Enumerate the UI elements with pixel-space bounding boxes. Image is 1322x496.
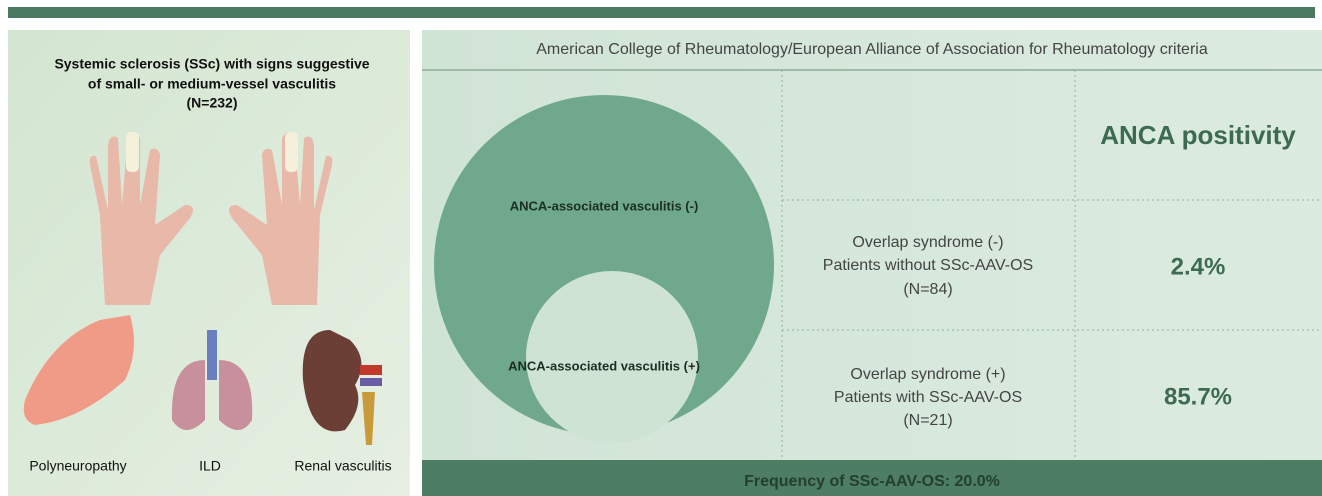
header-title: American College of Rheumatology/Europea… — [536, 41, 1208, 58]
row-label: Patients with SSc-AAV-OS — [834, 389, 1022, 406]
icon-label: Polyneuropathy — [29, 458, 126, 474]
venn-label: ANCA-associated vasculitis (-) — [510, 198, 699, 213]
row-label: Overlap syndrome (-) — [852, 234, 1003, 251]
left-title: Systemic sclerosis (SSc) with signs sugg… — [54, 56, 369, 72]
column-header: ANCA positivity — [1100, 120, 1296, 150]
row-label: Overlap syndrome (+) — [850, 366, 1005, 383]
row-label: Patients without SSc-AAV-OS — [823, 257, 1033, 274]
left-title: (N=232) — [187, 95, 238, 111]
left-title: of small- or medium-vessel vasculitis — [88, 76, 336, 92]
icon-label: Renal vasculitis — [294, 458, 391, 474]
venn-label: ANCA-associated vasculitis (+) — [508, 358, 700, 373]
row-label: (N=21) — [903, 412, 952, 429]
footer-text: Frequency of SSc-AAV-OS: 20.0% — [744, 473, 1000, 490]
row-label: (N=84) — [903, 281, 952, 298]
inner-circle — [526, 271, 698, 443]
icon-label: ILD — [199, 458, 221, 474]
row-value: 2.4% — [1171, 253, 1226, 280]
top-band — [8, 7, 1315, 18]
graphical-abstract: Systemic sclerosis (SSc) with signs sugg… — [0, 0, 1322, 496]
row-value: 85.7% — [1164, 383, 1232, 410]
